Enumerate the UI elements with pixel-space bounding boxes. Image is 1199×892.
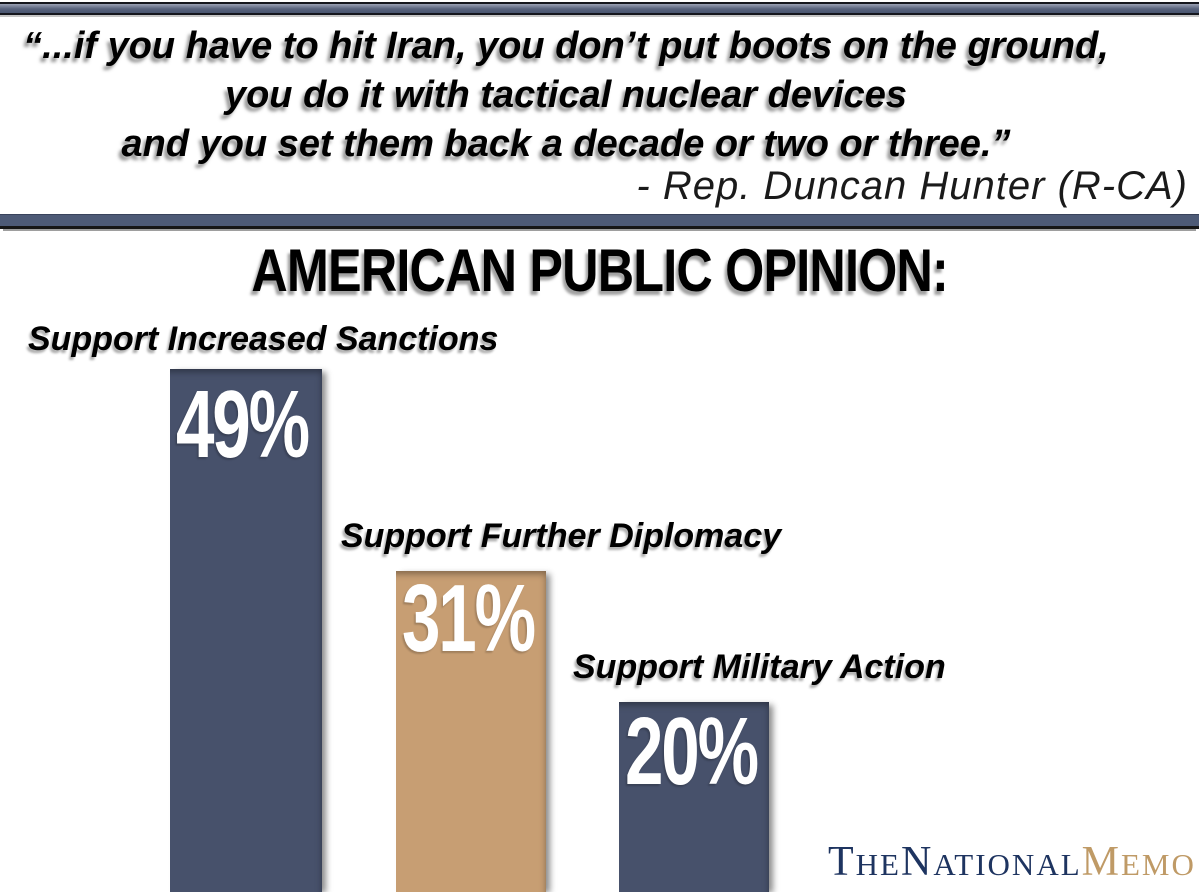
quote-line-3: and you set them back a decade or two or…: [121, 123, 1011, 165]
national-memo-logo: THENATIONALMEMO: [828, 839, 1194, 887]
quote-line-1: “...if you have to hit Iran, you don’t p…: [23, 25, 1109, 67]
bar-value-military-action: 20%: [625, 698, 759, 805]
bar-label-military-action: Support Military Action: [573, 648, 946, 686]
logo-letter-t: T: [828, 839, 856, 885]
section-divider-bar: [0, 214, 1199, 229]
bar-label-further-diplomacy: Support Further Diplomacy: [341, 517, 782, 555]
logo-letter-n: N: [900, 839, 934, 885]
top-border-bar: [0, 2, 1199, 15]
bar-military-action: 20%: [619, 702, 769, 892]
page-title-text: AMERICAN PUBLIC OPINION:: [251, 237, 948, 304]
bar-value-increased-sanctions: 49%: [176, 371, 310, 478]
page-title: AMERICAN PUBLIC OPINION:: [0, 240, 1199, 302]
bar-further-diplomacy: 31%: [396, 571, 546, 892]
logo-letter-m: M: [1081, 839, 1121, 885]
bar-label-increased-sanctions: Support Increased Sanctions: [28, 320, 499, 358]
quote-block: “...if you have to hit Iran, you don’t p…: [0, 22, 1132, 169]
logo-letters-ational: ATIONAL: [933, 847, 1082, 882]
logo-letters-emo: EMO: [1121, 847, 1196, 882]
bar-increased-sanctions: 49%: [170, 369, 322, 892]
logo-letters-he: HE: [855, 847, 901, 882]
quote-attribution: - Rep. Duncan Hunter (R-CA): [636, 164, 1188, 208]
bar-value-further-diplomacy: 31%: [402, 565, 536, 672]
quote-line-2: you do it with tactical nuclear devices: [224, 74, 908, 116]
